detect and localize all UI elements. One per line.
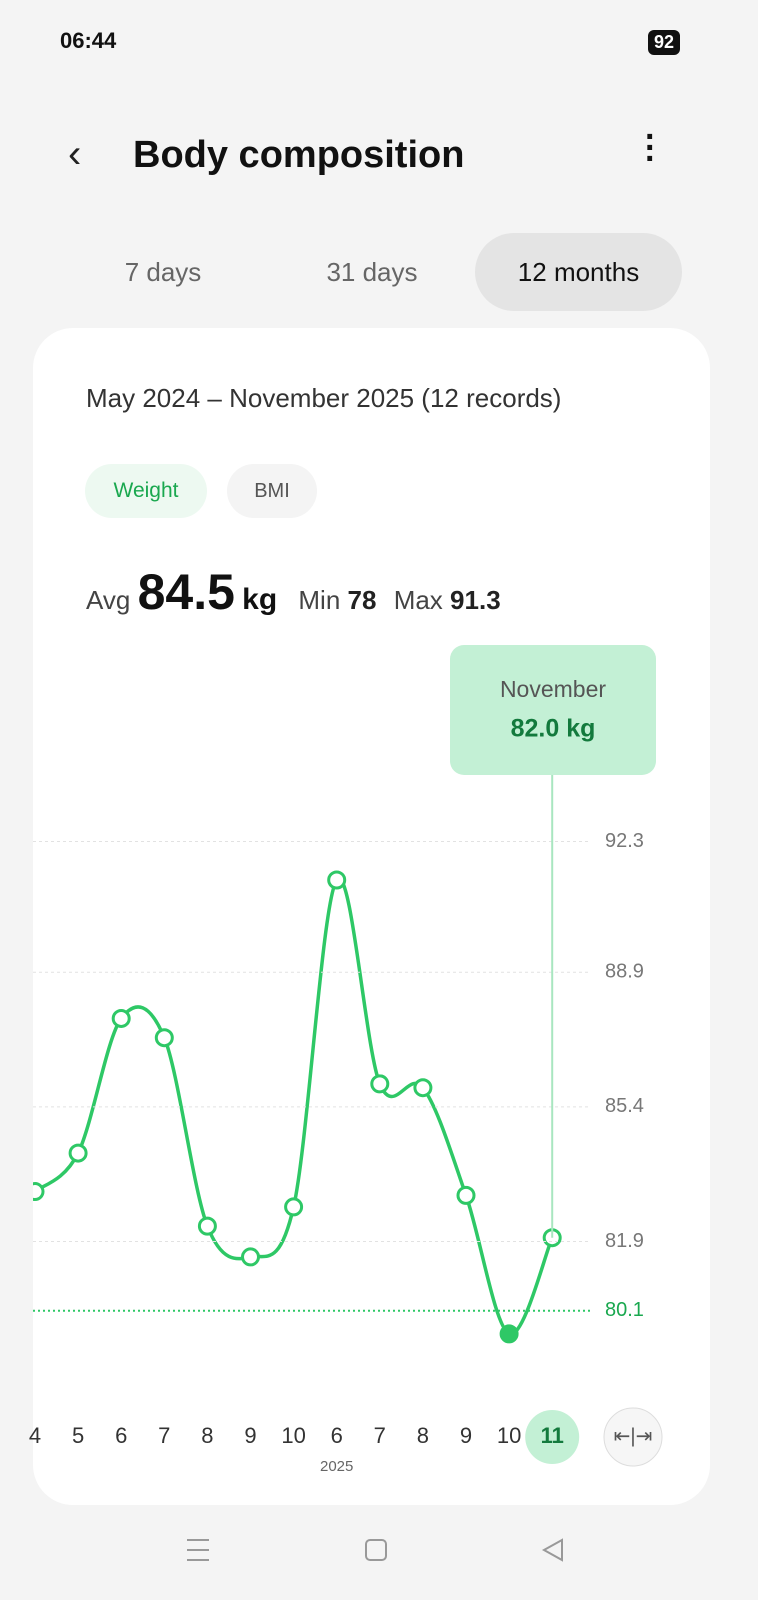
reference-label: 80.1: [605, 1299, 644, 1321]
x-tick-label: 9: [460, 1423, 472, 1448]
max-label: Max: [393, 585, 443, 615]
y-tick-label: 88.9: [605, 961, 644, 983]
x-tick-label: 10: [281, 1423, 305, 1448]
point: [499, 1324, 519, 1344]
point: [33, 1182, 45, 1202]
summary: Avg 84.5 kg Min 78 Max 91.3: [86, 563, 501, 621]
x-tick-label: 5: [72, 1423, 84, 1448]
point: [154, 1028, 174, 1048]
point: [241, 1247, 260, 1267]
y-tick-label: 92.3: [605, 830, 644, 852]
x-tick-label: 6: [331, 1423, 343, 1448]
page-title: Body composition: [133, 134, 465, 176]
x-tick-label: 7: [374, 1423, 386, 1448]
min-value: 78: [347, 585, 377, 615]
tooltip-title: November: [500, 676, 606, 702]
x-tick-label: 4: [29, 1423, 41, 1448]
point: [111, 1008, 131, 1028]
battery: 92: [648, 30, 681, 55]
avg-value: 84.5: [137, 564, 235, 620]
avg-label: Avg: [86, 585, 131, 615]
chip[interactable]: BMI: [227, 464, 317, 518]
y-tick-label: 81.9: [605, 1230, 644, 1252]
point: [413, 1078, 433, 1098]
line: [33, 876, 554, 1336]
back-button[interactable]: ‹: [68, 132, 82, 176]
x-tick-label: 10: [497, 1423, 521, 1448]
chip-selected[interactable]: Weight: [85, 464, 207, 518]
nav-home[interactable]: [365, 1539, 387, 1561]
range: May 2024 – November 2025 (12 records): [86, 383, 562, 413]
nav-back[interactable]: [541, 1538, 563, 1562]
tab[interactable]: 31 days: [326, 257, 418, 287]
x-tick-label: 6: [115, 1423, 127, 1448]
point: [68, 1143, 88, 1163]
scroll-icon: ⇤|⇥: [614, 1425, 653, 1447]
tab-selected[interactable]: 12 months: [475, 233, 682, 311]
point: [370, 1074, 390, 1094]
min-label: Min: [298, 585, 341, 615]
max-value: 91.3: [450, 585, 501, 615]
tab[interactable]: 7 days: [124, 257, 202, 287]
more-button[interactable]: · · ·: [645, 118, 657, 178]
selected-label-bg: [525, 1410, 580, 1464]
tooltip-value: 82.0 kg: [511, 715, 596, 743]
point: [197, 1216, 217, 1236]
year-label: 2025: [320, 1458, 353, 1475]
scroll-button[interactable]: [603, 1407, 663, 1467]
y-tick-label: 85.4: [605, 1095, 644, 1117]
time: 06:44: [60, 28, 117, 53]
nav-bar: [187, 1538, 563, 1562]
tooltip: [450, 645, 656, 775]
point: [456, 1185, 476, 1205]
unit: kg: [242, 583, 278, 616]
point: [327, 870, 347, 890]
nav-menu[interactable]: [187, 1539, 209, 1561]
x-tick-label: 8: [201, 1423, 213, 1448]
x-tick-label: 11: [541, 1423, 564, 1448]
x-tick-label: 9: [244, 1423, 256, 1448]
point: [284, 1197, 304, 1217]
x-tick-label: 7: [158, 1423, 170, 1448]
x-tick-label: 8: [417, 1423, 429, 1448]
card: [33, 328, 710, 1505]
